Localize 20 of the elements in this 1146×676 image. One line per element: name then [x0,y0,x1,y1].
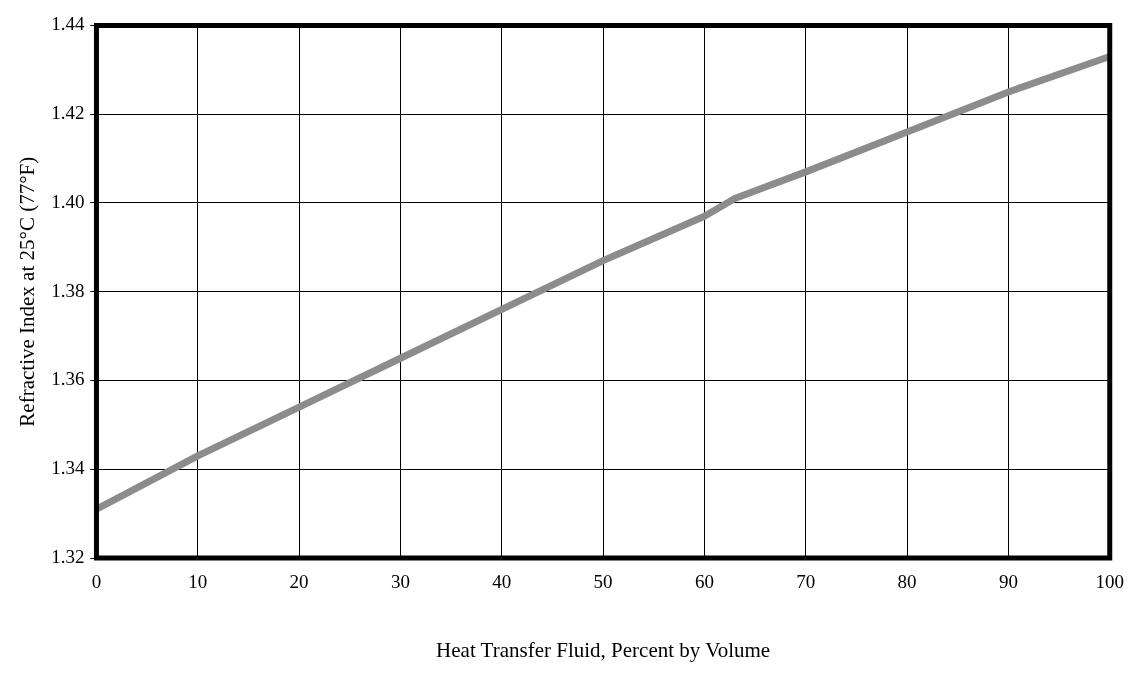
x-tick-label: 40 [492,571,512,593]
x-tick-label: 30 [390,571,410,593]
x-tick-label: 80 [897,571,917,593]
x-tick-label: 60 [694,571,714,593]
y-tick-label: 1.40 [51,190,85,212]
y-tick-label: 1.44 [51,13,85,35]
y-tick-label: 1.34 [51,457,85,479]
y-axis-title: Refractive Index at 25°C (77°F) [15,156,40,427]
y-tick-label: 1.32 [51,545,85,567]
y-tick-label: 1.36 [51,368,85,390]
y-tick-label: 1.42 [51,102,85,124]
x-tick-label: 50 [593,571,613,593]
y-tick-label: 1.38 [51,279,85,301]
x-tick-label: 100 [1095,571,1124,593]
x-tick-label: 0 [91,571,102,593]
x-tick-label: 90 [998,571,1018,593]
x-tick-label: 70 [796,571,816,593]
x-tick-label: 10 [188,571,208,593]
x-tick-label: 20 [289,571,309,593]
x-axis-title: Heat Transfer Fluid, Percent by Volume [436,637,771,662]
